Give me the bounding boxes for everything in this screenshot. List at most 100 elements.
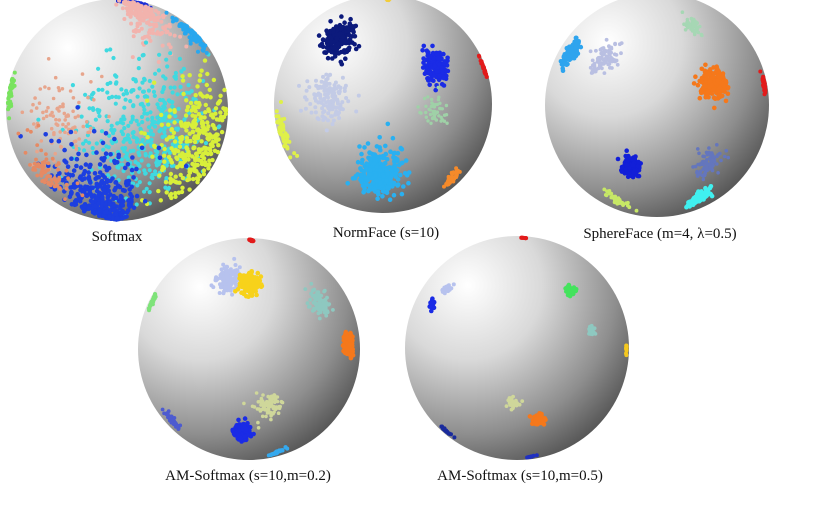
feature-point xyxy=(187,169,192,174)
feature-point xyxy=(708,165,713,170)
feature-point xyxy=(220,270,225,275)
feature-point xyxy=(697,192,702,198)
feature-point xyxy=(697,194,702,200)
feature-point xyxy=(165,411,169,416)
feature-point xyxy=(131,130,136,135)
feature-point xyxy=(595,56,600,61)
feature-point xyxy=(218,114,224,120)
feature-point xyxy=(698,88,704,94)
feature-point xyxy=(134,6,139,11)
feature-point xyxy=(232,276,237,281)
feature-point xyxy=(380,181,386,187)
feature-point xyxy=(338,86,343,90)
feature-point xyxy=(703,185,708,191)
feature-point xyxy=(576,39,581,44)
feature-point xyxy=(221,291,226,296)
feature-point xyxy=(634,167,639,173)
feature-point xyxy=(249,273,255,279)
feature-point xyxy=(210,140,216,145)
feature-point xyxy=(615,199,620,204)
feature-point xyxy=(454,172,459,177)
feature-point xyxy=(632,166,637,171)
feature-point xyxy=(108,214,113,220)
feature-point xyxy=(125,162,131,167)
feature-point xyxy=(403,158,409,163)
feature-point xyxy=(223,279,228,284)
feature-point xyxy=(116,0,122,3)
feature-point xyxy=(711,95,717,100)
feature-point xyxy=(332,33,337,39)
feature-point xyxy=(183,113,189,118)
feature-point xyxy=(255,284,260,289)
feature-point xyxy=(520,235,525,240)
feature-point xyxy=(254,275,260,281)
feature-point xyxy=(30,163,34,167)
feature-point xyxy=(274,451,279,456)
feature-point xyxy=(104,209,109,214)
feature-point xyxy=(571,285,577,290)
feature-point xyxy=(426,70,431,76)
feature-point xyxy=(691,21,695,26)
feature-point xyxy=(388,180,393,186)
feature-point xyxy=(116,0,121,3)
feature-point xyxy=(341,34,347,39)
feature-point xyxy=(312,295,317,300)
feature-point xyxy=(624,346,629,351)
feature-point xyxy=(565,61,570,67)
feature-point xyxy=(722,154,727,159)
feature-point xyxy=(696,147,700,151)
feature-point xyxy=(569,44,574,49)
feature-point xyxy=(391,155,396,160)
feature-point xyxy=(432,62,437,67)
feature-point xyxy=(166,415,171,419)
feature-point xyxy=(173,422,177,427)
feature-point xyxy=(704,83,710,89)
feature-point xyxy=(379,183,385,188)
feature-point xyxy=(700,162,704,166)
feature-point xyxy=(709,159,714,163)
feature-point xyxy=(374,168,380,173)
feature-point xyxy=(569,286,574,291)
feature-point xyxy=(175,92,180,97)
feature-point xyxy=(328,31,334,36)
feature-point xyxy=(127,3,132,8)
feature-point xyxy=(119,117,124,122)
feature-point xyxy=(606,57,611,62)
feature-point xyxy=(307,304,312,309)
feature-point xyxy=(69,202,75,207)
feature-point xyxy=(138,128,143,133)
feature-point xyxy=(624,343,629,348)
feature-point xyxy=(153,71,158,76)
feature-point xyxy=(153,294,158,299)
feature-point xyxy=(709,160,714,164)
feature-point xyxy=(178,423,183,428)
feature-point xyxy=(379,173,385,178)
feature-point xyxy=(277,405,281,409)
feature-point xyxy=(510,399,514,404)
feature-point xyxy=(137,180,142,185)
feature-point xyxy=(266,453,271,458)
feature-point xyxy=(242,431,247,436)
feature-point xyxy=(124,2,129,7)
feature-point xyxy=(9,93,14,98)
feature-point xyxy=(347,344,352,350)
feature-point xyxy=(225,276,230,281)
feature-point xyxy=(712,84,718,89)
feature-point xyxy=(81,171,86,177)
feature-point xyxy=(111,55,116,61)
feature-point xyxy=(318,293,323,298)
feature-point xyxy=(149,175,154,180)
feature-point xyxy=(145,98,150,103)
feature-point xyxy=(73,184,78,189)
feature-point xyxy=(236,425,241,431)
feature-point xyxy=(34,157,38,162)
feature-point xyxy=(330,102,335,107)
feature-point xyxy=(113,101,118,106)
feature-point xyxy=(10,77,15,81)
feature-point xyxy=(265,411,270,415)
feature-point xyxy=(370,174,375,180)
feature-point xyxy=(261,402,265,407)
feature-point xyxy=(182,31,187,36)
feature-point xyxy=(693,30,697,34)
feature-point xyxy=(122,0,127,4)
